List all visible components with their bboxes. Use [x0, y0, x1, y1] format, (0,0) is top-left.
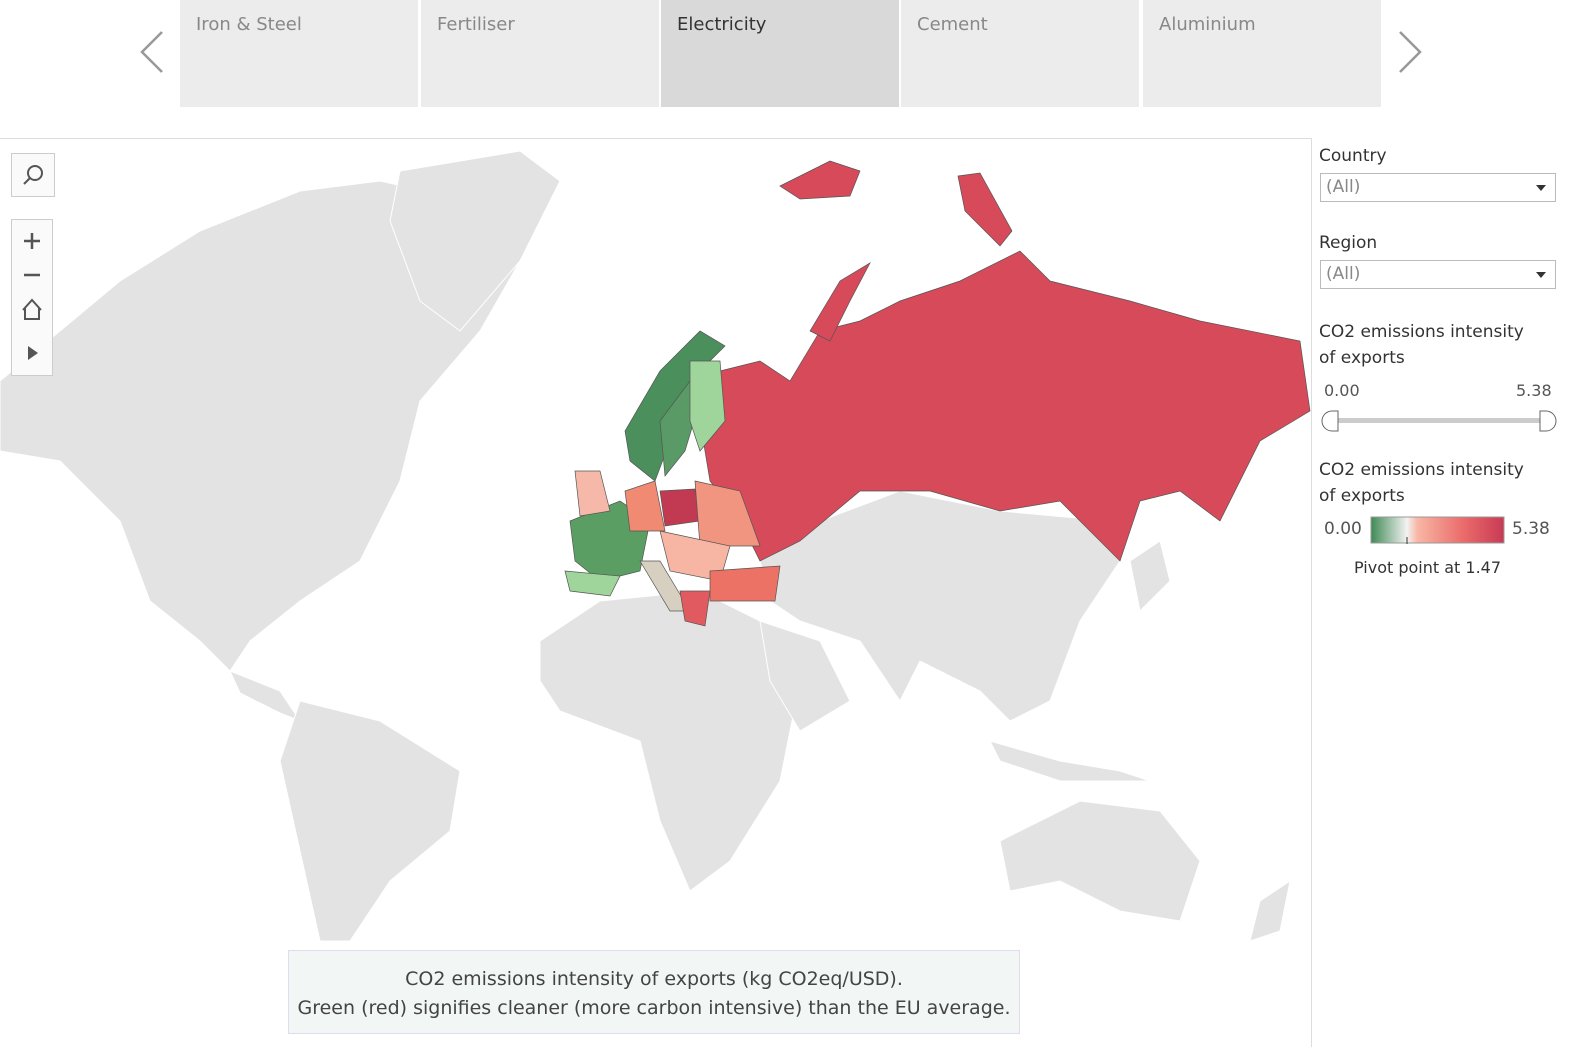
tab[interactable]: Cement [901, 0, 1139, 107]
filter-label: Country [1319, 146, 1387, 166]
map[interactable] [0, 138, 1312, 1047]
legend-note: Pivot point at 1.47 [1354, 558, 1502, 577]
zoom-controls [11, 219, 53, 376]
range-slider[interactable] [1320, 408, 1560, 434]
caption-line: CO2 emissions intensity of exports (kg C… [405, 968, 903, 990]
color-ramp [1370, 516, 1505, 544]
tab[interactable]: Electricity [661, 0, 899, 107]
region-dropdown[interactable]: (All) [1320, 260, 1556, 289]
pan[interactable] [28, 346, 38, 360]
legend-title: CO2 emissions intensity of exports [1319, 460, 1524, 506]
slider-min: 0.00 [1324, 381, 1360, 400]
caption-line: Green (red) signifies cleaner (more carb… [297, 997, 1011, 1019]
legend-max: 5.38 [1512, 519, 1550, 539]
tab[interactable]: Fertiliser [421, 0, 659, 107]
search-button[interactable] [11, 153, 55, 197]
caption: CO2 emissions intensity of exports (kg C… [288, 950, 1020, 1034]
legend-min: 0.00 [1324, 519, 1362, 539]
tab[interactable]: Iron & Steel [180, 0, 418, 107]
country-dropdown[interactable]: (All) [1320, 173, 1556, 202]
highlighted-countries [564, 160, 1311, 627]
slider-title: CO2 emissions intensity of exports [1319, 322, 1524, 368]
zoom-in[interactable] [24, 233, 40, 249]
slider-max: 5.38 [1516, 381, 1552, 400]
home[interactable] [22, 298, 42, 320]
next-arrow[interactable] [1396, 28, 1424, 76]
filter-label: Region [1319, 233, 1378, 253]
land [0, 150, 1291, 942]
tab[interactable]: Aluminium [1143, 0, 1381, 107]
prev-arrow[interactable] [138, 28, 166, 76]
